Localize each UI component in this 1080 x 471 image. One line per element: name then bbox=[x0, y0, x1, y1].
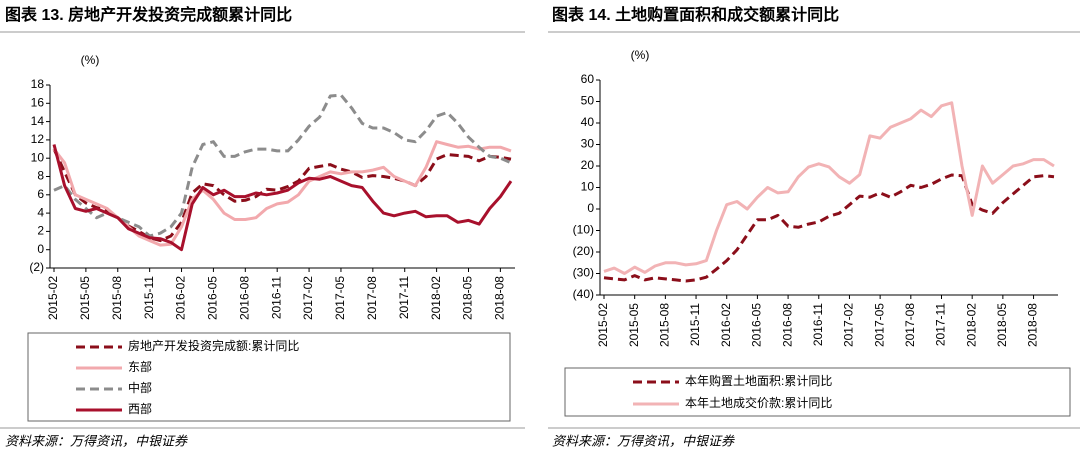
chart-title: 图表 14. 土地购置面积和成交额累计同比 bbox=[552, 5, 839, 24]
legend-label: 本年土地成交价款:累计同比 bbox=[685, 395, 832, 410]
y-tick-label: 6 bbox=[37, 187, 44, 201]
x-tick-label: 2018-05 bbox=[995, 303, 1009, 347]
x-tick-label: 2017-02 bbox=[301, 276, 315, 320]
y-tick-label: 10 bbox=[581, 180, 595, 194]
y-tick-label: 8 bbox=[37, 169, 44, 183]
y-tick-label: 14 bbox=[31, 114, 45, 128]
y-tick-label: 12 bbox=[31, 132, 45, 146]
x-tick-label: 2016-05 bbox=[750, 303, 764, 347]
x-tick-label: 2016-08 bbox=[237, 276, 251, 320]
y-tick-label: 2 bbox=[37, 224, 44, 238]
x-tick-label: 2016-02 bbox=[719, 303, 733, 347]
x-tick-label: 2016-02 bbox=[174, 276, 188, 320]
chart-title: 图表 13. 房地产开发投资完成额累计同比 bbox=[5, 5, 292, 24]
y-tick-label: 10 bbox=[31, 150, 45, 164]
y-tick-label: (40) bbox=[573, 287, 594, 301]
legend-label: 房地产开发投资完成额:累计同比 bbox=[128, 338, 299, 353]
y-tick-label: 40 bbox=[581, 115, 595, 129]
y-tick-label: 60 bbox=[581, 72, 595, 86]
y-tick-label: 30 bbox=[581, 137, 595, 151]
x-tick-label: 2018-05 bbox=[461, 276, 475, 320]
x-tick-label: 2016-11 bbox=[811, 303, 825, 346]
y-tick-label: 0 bbox=[37, 242, 44, 256]
y-tick-label: (10) bbox=[573, 223, 594, 237]
x-tick-label: 2017-08 bbox=[365, 276, 379, 320]
x-tick-label: 2018-02 bbox=[429, 276, 443, 320]
y-tick-label: (2) bbox=[29, 260, 44, 274]
source: 资料来源：万得资讯，中银证券 bbox=[5, 433, 188, 448]
legend-label: 中部 bbox=[128, 380, 152, 395]
legend-label: 西部 bbox=[128, 401, 152, 416]
y-tick-label: 4 bbox=[37, 205, 44, 219]
x-tick-label: 2017-02 bbox=[842, 303, 856, 347]
y-tick-label: 16 bbox=[31, 95, 45, 109]
x-tick-label: 2017-05 bbox=[872, 303, 886, 347]
legend-box bbox=[27, 332, 511, 422]
y-axis-label: (%) bbox=[631, 48, 650, 62]
x-tick-label: 2015-08 bbox=[110, 276, 124, 320]
x-tick-label: 2015-05 bbox=[78, 276, 92, 320]
legend-label: 本年购置土地面积:累计同比 bbox=[685, 373, 832, 388]
y-tick-label: 18 bbox=[31, 77, 45, 91]
x-tick-label: 2017-11 bbox=[397, 276, 411, 319]
y-tick-label: 20 bbox=[581, 158, 595, 172]
legend-box bbox=[564, 367, 1071, 417]
series-line bbox=[603, 101, 1055, 275]
series-line bbox=[52, 148, 512, 243]
x-tick-label: 2018-08 bbox=[493, 276, 507, 320]
y-tick-label: (30) bbox=[573, 266, 594, 280]
y-tick-label: (20) bbox=[573, 244, 594, 258]
x-tick-label: 2017-11 bbox=[934, 303, 948, 346]
x-tick-label: 2015-11 bbox=[688, 303, 702, 346]
y-axis-label: (%) bbox=[81, 53, 100, 67]
y-tick-label: 0 bbox=[587, 201, 594, 215]
x-tick-label: 2016-05 bbox=[206, 276, 220, 320]
series-line bbox=[52, 144, 513, 252]
x-tick-label: 2017-05 bbox=[333, 276, 347, 320]
source: 资料来源：万得资讯，中银证券 bbox=[552, 433, 735, 448]
x-tick-label: 2016-08 bbox=[780, 303, 794, 347]
x-tick-label: 2015-02 bbox=[46, 276, 60, 320]
x-tick-label: 2015-11 bbox=[142, 276, 156, 319]
series-line bbox=[603, 173, 1055, 283]
y-tick-label: 50 bbox=[581, 94, 595, 108]
x-tick-label: 2015-08 bbox=[658, 303, 672, 347]
x-tick-label: 2015-02 bbox=[596, 303, 610, 347]
x-tick-label: 2017-08 bbox=[903, 303, 917, 347]
x-tick-label: 2018-08 bbox=[1026, 303, 1040, 347]
x-tick-label: 2016-11 bbox=[269, 276, 283, 319]
legend-label: 东部 bbox=[128, 359, 152, 374]
x-tick-label: 2015-05 bbox=[627, 303, 641, 347]
x-tick-label: 2018-02 bbox=[964, 303, 978, 347]
